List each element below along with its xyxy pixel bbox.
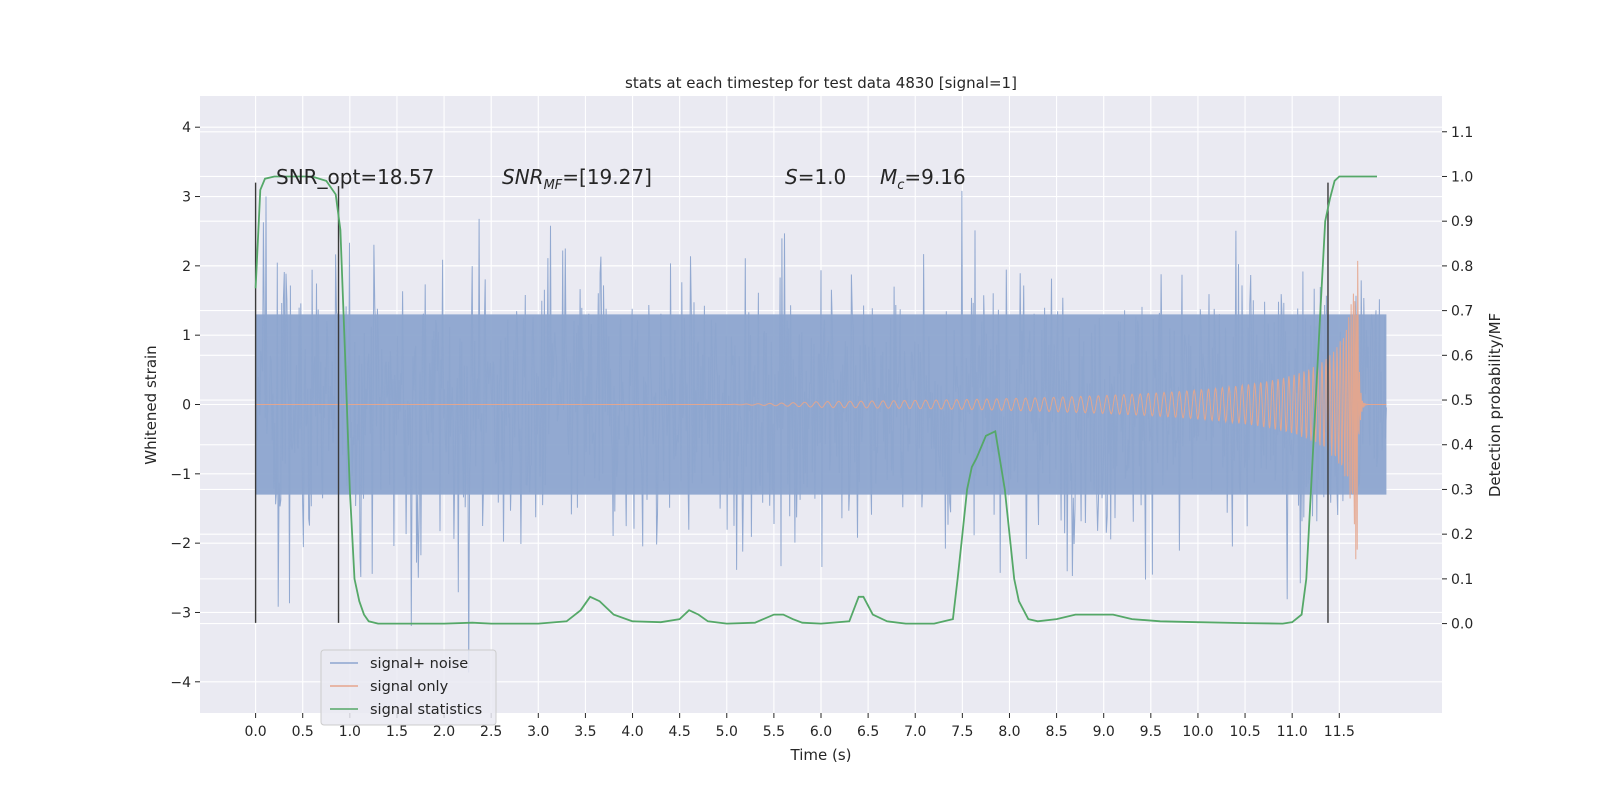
y-tick-label: 2 (182, 259, 191, 275)
x-tick-label: 0.0 (244, 724, 266, 740)
y-right-tick-label: 1.0 (1451, 169, 1473, 185)
x-tick-label: 9.5 (1140, 724, 1162, 740)
y-tick-label: 0 (182, 398, 191, 414)
y-tick-label: 4 (182, 120, 191, 136)
y-axis-label: Whitened strain (142, 345, 160, 464)
snr-mf-annotation: SNRMF=[19.27] (502, 165, 652, 193)
legend-label-signal-noise: signal+ noise (370, 656, 468, 672)
y-right-tick-label: 0.0 (1451, 617, 1473, 633)
x-axis-label: Time (s) (790, 746, 852, 764)
signal-statistics-line (254, 175, 1377, 625)
x-tick-label: 1.0 (339, 724, 361, 740)
marker-lines (254, 182, 1329, 623)
y-right-tick-label: 0.9 (1451, 214, 1473, 230)
snr-mf-subscript: MF (544, 178, 563, 193)
x-tick-label: 11.0 (1277, 724, 1308, 740)
snr-mf-name: SNR (502, 165, 544, 189)
x-tick-label: 4.5 (669, 724, 691, 740)
x-tick-label: 6.5 (857, 724, 879, 740)
x-tick-label: 7.5 (951, 724, 973, 740)
y-right-tick-label: 0.8 (1451, 259, 1473, 275)
x-tick-label: 9.0 (1093, 724, 1115, 740)
x-tick-label: 3.0 (527, 724, 549, 740)
x-tick-label: 7.0 (904, 724, 926, 740)
x-tick-label: 8.0 (998, 724, 1020, 740)
y-tick-label: 1 (182, 328, 191, 344)
y-tick-label: 3 (182, 190, 191, 206)
y-tick-label: −4 (170, 675, 191, 691)
snr-opt-annotation: SNR_opt=18.57 (276, 165, 434, 189)
mc-name: M (880, 165, 897, 189)
mc-annotation: Mc=9.16 (880, 165, 966, 193)
snr-mf-value: =[19.27] (562, 165, 652, 189)
signal-only-line (255, 260, 1387, 560)
signal-statistics-series (254, 175, 1377, 625)
s-value: =1.0 (798, 165, 847, 189)
legend-label-signal-only: signal only (370, 679, 449, 695)
x-tick-label: 5.5 (763, 724, 785, 740)
legend: signal+ noise signal only signal statist… (320, 649, 497, 726)
y-right-axis-label: Detection probability/MF (1486, 313, 1504, 497)
y-right-tick-label: 0.3 (1451, 482, 1473, 498)
mc-subscript: c (897, 178, 904, 193)
mc-value: =9.16 (904, 165, 965, 189)
chart-title: stats at each timestep for test data 483… (625, 74, 1017, 92)
signal-noise-line (255, 190, 1387, 673)
x-axis-ticks: 0.0 0.5 1.0 1.5 2.0 2.5 3.0 3.5 4.0 4.5 5.0 5.5 6.0 6… (244, 713, 1355, 740)
x-tick-label: 11.5 (1324, 724, 1355, 740)
s-annotation: S=1.0 (785, 165, 846, 189)
x-tick-label: 0.5 (292, 724, 314, 740)
x-tick-label: 4.0 (621, 724, 643, 740)
signal-only-series (255, 260, 1387, 560)
x-tick-label: 2.0 (433, 724, 455, 740)
x-tick-label: 10.5 (1229, 724, 1260, 740)
y-right-tick-label: 0.7 (1451, 304, 1473, 320)
y-right-tick-label: 0.4 (1451, 438, 1473, 454)
x-tick-label: 3.5 (574, 724, 596, 740)
x-tick-label: 1.5 (386, 724, 408, 740)
y-tick-label: −2 (170, 536, 191, 552)
y-axis-ticks: 4 3 2 1 0 −1 −2 −3 −4 (170, 120, 200, 691)
legend-box (320, 649, 497, 726)
y-right-axis-ticks: 1.1 1.0 0.9 0.8 0.7 0.6 0.5 0.4 0.3 0.2 0.1 0.0 (1442, 125, 1473, 633)
x-tick-label: 10.0 (1182, 724, 1213, 740)
y-tick-label: −3 (170, 605, 191, 621)
y-right-tick-label: 1.1 (1451, 125, 1473, 141)
s-name: S (785, 165, 798, 189)
x-tick-label: 5.0 (716, 724, 738, 740)
x-tick-label: 6.0 (810, 724, 832, 740)
x-tick-label: 2.5 (480, 724, 502, 740)
y-right-tick-label: 0.2 (1451, 527, 1473, 543)
y-right-tick-label: 0.6 (1451, 348, 1473, 364)
y-right-tick-label: 0.1 (1451, 572, 1473, 588)
legend-label-signal-statistics: signal statistics (370, 702, 482, 718)
y-tick-label: −1 (170, 467, 191, 483)
x-tick-label: 8.5 (1045, 724, 1067, 740)
y-right-tick-label: 0.5 (1451, 393, 1473, 409)
